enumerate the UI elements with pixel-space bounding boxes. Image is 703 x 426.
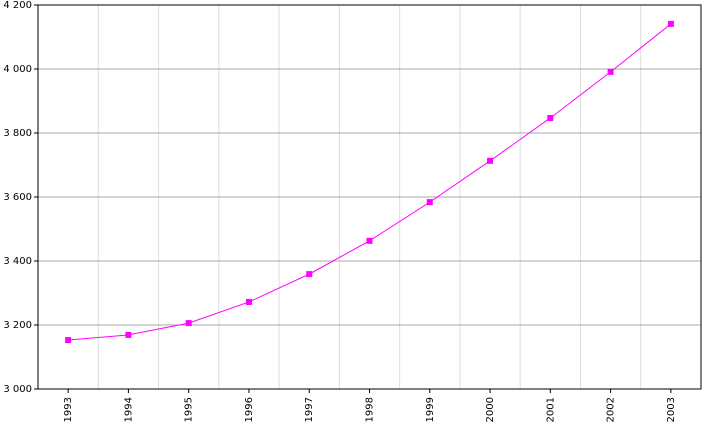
x-tick-label: 2001 — [545, 397, 556, 422]
y-tick-label: 3 200 — [3, 320, 32, 331]
data-point — [185, 320, 192, 327]
data-point — [245, 298, 252, 305]
y-tick-label: 4 200 — [3, 0, 32, 11]
y-tick-label: 3 800 — [3, 128, 32, 139]
x-tick-label: 1994 — [123, 397, 134, 422]
data-point — [667, 20, 674, 27]
x-tick-label: 2003 — [666, 397, 677, 422]
x-tick-label: 1993 — [63, 397, 74, 422]
x-tick-label: 1996 — [244, 397, 255, 422]
x-tick-label: 2002 — [606, 397, 617, 422]
x-tick-label: 1998 — [365, 397, 376, 422]
data-point — [65, 337, 72, 344]
x-tick-label: 1999 — [425, 397, 436, 422]
x-tick-label: 1997 — [304, 397, 315, 422]
x-tick-label: 1995 — [184, 397, 195, 422]
y-tick-label: 4 000 — [3, 64, 32, 75]
y-tick-label: 3 400 — [3, 256, 32, 267]
data-point — [366, 237, 373, 244]
x-tick-label: 2000 — [485, 397, 496, 422]
data-point — [547, 114, 554, 121]
data-point — [426, 199, 433, 206]
data-point — [306, 271, 313, 278]
data-point — [125, 331, 132, 338]
y-tick-label: 3 600 — [3, 192, 32, 203]
data-point — [487, 157, 494, 164]
y-tick-label: 3 000 — [3, 384, 32, 395]
data-point — [607, 68, 614, 75]
